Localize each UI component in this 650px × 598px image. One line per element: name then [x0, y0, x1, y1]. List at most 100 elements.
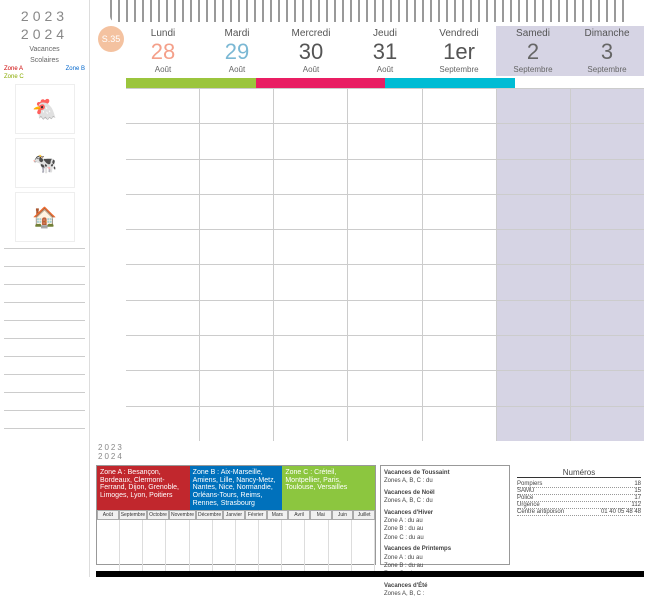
black-footer-bar: [96, 571, 644, 577]
grid-cell[interactable]: [274, 124, 348, 158]
grid-cell[interactable]: [348, 371, 422, 405]
grid-cell[interactable]: [497, 336, 571, 370]
grid-cell[interactable]: [126, 160, 200, 194]
vacances-section: Vacances de NoëlZones A, B, C : du: [384, 489, 506, 506]
grid-cell[interactable]: [571, 371, 644, 405]
numero-row: Pompiers18: [517, 481, 641, 488]
grid-cell[interactable]: [497, 160, 571, 194]
grid-cell[interactable]: [126, 195, 200, 229]
sidebar: 2023 2024 Vacances Scolaires Zone A Zone…: [0, 0, 90, 577]
sidebar-icon: 🐔: [15, 84, 75, 134]
grid-cell[interactable]: [348, 301, 422, 335]
numero-row: Urgence112: [517, 502, 641, 509]
grid-cell[interactable]: [200, 160, 274, 194]
grid-cell[interactable]: [200, 407, 274, 441]
grid-cell[interactable]: [571, 301, 644, 335]
grid-cell[interactable]: [423, 160, 497, 194]
grid-cell[interactable]: [274, 195, 348, 229]
grid-cell[interactable]: [200, 301, 274, 335]
grid-cell[interactable]: [126, 230, 200, 264]
grid-cell[interactable]: [126, 407, 200, 441]
grid-row: [126, 370, 644, 405]
grid-cell[interactable]: [497, 230, 571, 264]
grid-cell[interactable]: [423, 124, 497, 158]
spiral-binding: [110, 0, 630, 22]
grid-cell[interactable]: [571, 195, 644, 229]
grid-cell[interactable]: [423, 407, 497, 441]
grid-cell[interactable]: [571, 265, 644, 299]
grid-cell[interactable]: [126, 336, 200, 370]
numero-row: Centre antipoison01 40 05 48 48: [517, 509, 641, 516]
grid-cell[interactable]: [348, 195, 422, 229]
grid-cell[interactable]: [200, 265, 274, 299]
vacances-section: Vacances d'HiverZone A : du au Zone B : …: [384, 509, 506, 543]
grid-cell[interactable]: [497, 301, 571, 335]
grid-cell[interactable]: [274, 301, 348, 335]
grid-cell[interactable]: [348, 265, 422, 299]
grid-row: [126, 159, 644, 194]
grid-row: [126, 406, 644, 441]
grid-cell[interactable]: [126, 371, 200, 405]
grid-cell[interactable]: [274, 89, 348, 123]
grid-cell[interactable]: [274, 371, 348, 405]
scolaires-label: Scolaires: [4, 57, 85, 64]
grid-cell[interactable]: [200, 124, 274, 158]
day-header: Mercredi30Août: [274, 26, 348, 76]
sidebar-note-lines: [4, 248, 85, 429]
grid-cell[interactable]: [423, 336, 497, 370]
calendar-main: S.35 Lundi28AoûtMardi29AoûtMercredi30Aoû…: [90, 0, 650, 577]
year-top-1: 2023: [4, 8, 85, 24]
grid-cell[interactable]: [571, 230, 644, 264]
grid-cell[interactable]: [497, 89, 571, 123]
grid-cell[interactable]: [497, 371, 571, 405]
grid-cell[interactable]: [200, 336, 274, 370]
grid-cell[interactable]: [200, 195, 274, 229]
grid-cell[interactable]: [348, 89, 422, 123]
day-header: Vendredi1erSeptembre: [422, 26, 496, 76]
grid-cell[interactable]: [571, 336, 644, 370]
grid-cell[interactable]: [348, 407, 422, 441]
grid-cell[interactable]: [126, 124, 200, 158]
grid-cell[interactable]: [423, 195, 497, 229]
vacances-section: Vacances de ToussaintZones A, B, C : du: [384, 469, 506, 486]
grid-cell[interactable]: [348, 230, 422, 264]
grid-cell[interactable]: [423, 265, 497, 299]
year-bottom: 20232024: [90, 441, 650, 461]
grid-cell[interactable]: [274, 160, 348, 194]
grid-row: [126, 194, 644, 229]
grid-row: [126, 229, 644, 264]
grid-cell[interactable]: [571, 89, 644, 123]
grid-cell[interactable]: [571, 407, 644, 441]
zones-calendar-box: Zone A : Besançon, Bordeaux, Clermont-Fe…: [96, 465, 376, 565]
numeros-box: Numéros Pompiers18SAMU15Police17Urgence1…: [514, 465, 644, 565]
grid-cell[interactable]: [200, 89, 274, 123]
grid-cell[interactable]: [423, 230, 497, 264]
grid-cell[interactable]: [348, 124, 422, 158]
footer: Zone A : Besançon, Bordeaux, Clermont-Fe…: [96, 465, 644, 565]
color-stripe: [126, 78, 644, 88]
day-header: Dimanche3Septembre: [570, 26, 644, 76]
grid-cell[interactable]: [571, 124, 644, 158]
grid-cell[interactable]: [348, 336, 422, 370]
numero-row: SAMU15: [517, 488, 641, 495]
grid-cell[interactable]: [126, 265, 200, 299]
grid-cell[interactable]: [200, 230, 274, 264]
grid-cell[interactable]: [126, 301, 200, 335]
grid-cell[interactable]: [274, 336, 348, 370]
grid-cell[interactable]: [423, 301, 497, 335]
grid-cell[interactable]: [126, 89, 200, 123]
grid-cell[interactable]: [274, 230, 348, 264]
grid-cell[interactable]: [200, 371, 274, 405]
grid-cell[interactable]: [497, 265, 571, 299]
grid-cell[interactable]: [497, 407, 571, 441]
grid-cell[interactable]: [274, 265, 348, 299]
grid-cell[interactable]: [423, 371, 497, 405]
grid-cell[interactable]: [423, 89, 497, 123]
grid-cell[interactable]: [497, 195, 571, 229]
grid-cell[interactable]: [274, 407, 348, 441]
grid-cell[interactable]: [571, 160, 644, 194]
day-headers: Lundi28AoûtMardi29AoûtMercredi30AoûtJeud…: [90, 22, 650, 76]
grid-cell[interactable]: [497, 124, 571, 158]
vacances-box: Vacances de ToussaintZones A, B, C : du V…: [380, 465, 510, 565]
grid-cell[interactable]: [348, 160, 422, 194]
